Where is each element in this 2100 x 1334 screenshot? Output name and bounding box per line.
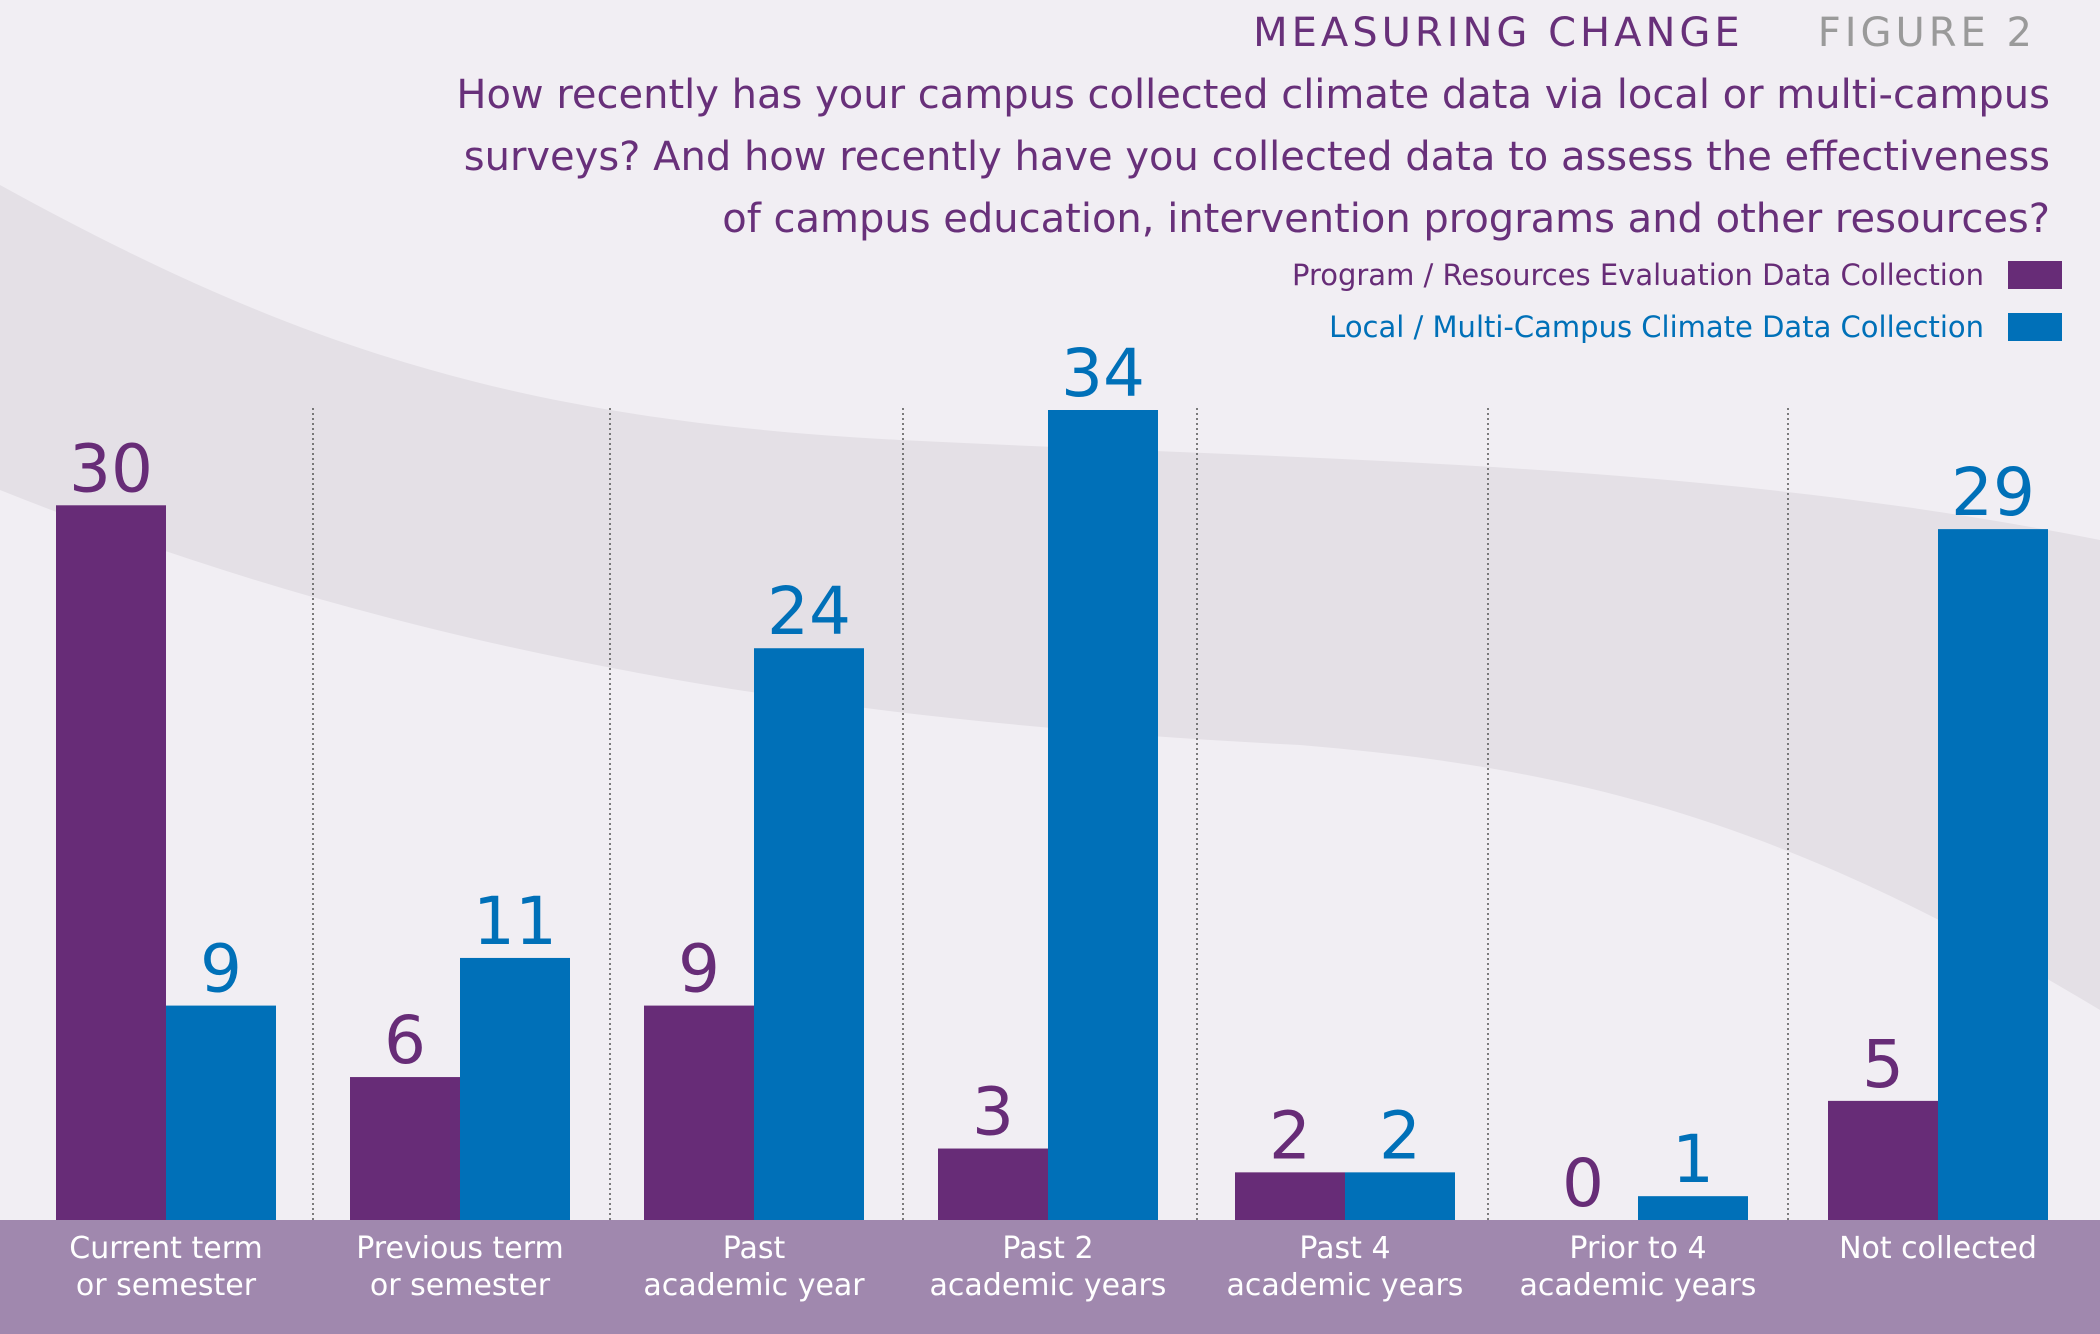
legend-label-program: Program / Resources Evaluation Data Coll… <box>1291 258 1984 292</box>
value-label-climate: 9 <box>200 931 242 1008</box>
category-label: Current term <box>69 1231 262 1266</box>
bar-program <box>56 505 166 1220</box>
category-label: or semester <box>370 1268 551 1303</box>
value-label-climate: 29 <box>1951 454 2035 531</box>
value-label-climate: 2 <box>1379 1097 1421 1174</box>
bar-program <box>1828 1100 1938 1220</box>
title-row: MEASURING CHANGE FIGURE 2 <box>1253 6 2036 60</box>
bar-program <box>1235 1172 1345 1220</box>
value-label-program: 3 <box>972 1074 1014 1151</box>
category-label: Prior to 4 <box>1569 1231 1706 1266</box>
legend-swatch-program <box>2008 261 2062 289</box>
legend: Program / Resources Evaluation Data Coll… <box>1292 258 2062 344</box>
bar-climate <box>166 1005 276 1220</box>
value-label-program: 0 <box>1562 1145 1604 1222</box>
bar-program <box>938 1148 1048 1220</box>
value-label-climate: 24 <box>767 573 851 650</box>
bars <box>56 410 2048 1220</box>
value-label-program: 2 <box>1269 1097 1311 1174</box>
value-label-program: 5 <box>1862 1026 1904 1103</box>
category-label: Past <box>723 1231 786 1266</box>
value-label-program: 30 <box>69 430 153 507</box>
value-label-climate: 1 <box>1672 1121 1714 1198</box>
bar-program <box>644 1005 754 1220</box>
category-label: Past 2 <box>1002 1231 1093 1266</box>
category-label: academic years <box>930 1268 1167 1303</box>
bar-climate <box>460 957 570 1220</box>
bar-climate <box>1048 410 1158 1220</box>
category-band <box>0 1220 2100 1334</box>
value-labels: 30 6 9 3 2 0 5 9 11 24 34 2 1 29 <box>69 335 2035 1222</box>
category-dividers <box>312 408 1789 1334</box>
bar-climate <box>754 648 864 1220</box>
value-label-program: 9 <box>678 931 720 1008</box>
category-label: Past 4 <box>1299 1231 1390 1266</box>
category-label: academic years <box>1227 1268 1464 1303</box>
bar-climate <box>1345 1172 1455 1220</box>
category-label: Previous term <box>356 1231 564 1266</box>
category-label: or semester <box>76 1268 257 1303</box>
category-label: academic year <box>643 1268 865 1303</box>
legend-label-climate: Local / Multi-Campus Climate Data Collec… <box>1329 310 1984 344</box>
figure-label: FIGURE 2 <box>1817 10 2036 56</box>
value-label-program: 6 <box>384 1002 426 1079</box>
chart-title: MEASURING CHANGE <box>1253 10 1744 56</box>
value-label-climate: 11 <box>473 883 557 960</box>
bar-program <box>350 1077 460 1220</box>
legend-swatch-climate <box>2008 313 2062 341</box>
chart-subtitle: How recently has your campus collected c… <box>456 72 2050 242</box>
category-label: academic years <box>1520 1268 1757 1303</box>
category-label: Not collected <box>1839 1231 2037 1266</box>
legend-item-program: Program / Resources Evaluation Data Coll… <box>1292 258 2062 292</box>
bar-climate <box>1938 529 2048 1220</box>
bar-climate <box>1638 1196 1748 1220</box>
legend-item-climate: Local / Multi-Campus Climate Data Collec… <box>1329 310 2062 344</box>
value-label-climate: 34 <box>1061 335 1145 412</box>
